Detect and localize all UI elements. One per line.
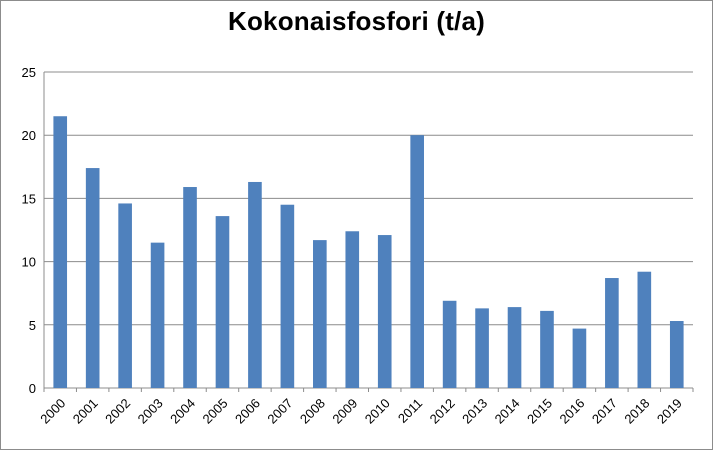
y-tick-label: 20	[22, 128, 36, 143]
x-tick-label: 2015	[524, 396, 555, 427]
bar	[637, 271, 652, 388]
chart-title: Kokonaisfosfori (t/a)	[228, 6, 485, 36]
y-tick-label: 5	[29, 318, 36, 333]
bar	[507, 307, 522, 388]
bar	[248, 181, 262, 388]
y-tick-label: 15	[22, 191, 36, 206]
y-tick-label: 0	[29, 381, 36, 396]
x-tick-label: 2001	[70, 396, 101, 427]
x-tick-label: 2004	[167, 396, 198, 427]
x-tick-label: 2002	[102, 396, 133, 427]
bar	[540, 310, 554, 388]
bar	[377, 235, 392, 388]
x-tick-label: 2013	[459, 396, 490, 427]
x-tick-label: 2008	[297, 396, 328, 427]
x-tick-label: 2005	[200, 396, 231, 427]
x-tick-label: 2017	[589, 396, 620, 427]
x-tick-label: 2018	[621, 396, 652, 427]
bar	[345, 231, 360, 388]
x-tick-label: 2003	[135, 396, 166, 427]
x-tick-label: 2010	[362, 396, 393, 427]
bar	[215, 216, 230, 388]
x-tick-label: 2014	[492, 396, 523, 427]
bar	[118, 203, 132, 388]
bar	[150, 242, 165, 388]
bar	[442, 300, 457, 388]
x-tick-label: 2007	[264, 396, 295, 427]
x-tick-label: 2011	[395, 396, 425, 426]
x-tick-label: 2012	[427, 396, 458, 427]
x-tick-label: 2019	[654, 396, 685, 427]
x-tick-label: 2006	[232, 396, 263, 427]
bar	[53, 116, 68, 389]
y-tick-label: 10	[22, 255, 36, 270]
bar	[605, 278, 619, 388]
bar	[85, 168, 100, 388]
bar	[572, 328, 587, 388]
y-tick-label: 25	[22, 65, 36, 80]
x-tick-label: 2016	[556, 396, 587, 427]
x-tick-label: 2009	[329, 396, 360, 427]
x-tick-label: 2000	[37, 396, 68, 427]
bar	[280, 204, 295, 388]
bar	[183, 187, 197, 388]
bar	[475, 308, 489, 388]
bar	[410, 135, 424, 388]
bar	[313, 240, 327, 388]
bar	[669, 321, 684, 388]
